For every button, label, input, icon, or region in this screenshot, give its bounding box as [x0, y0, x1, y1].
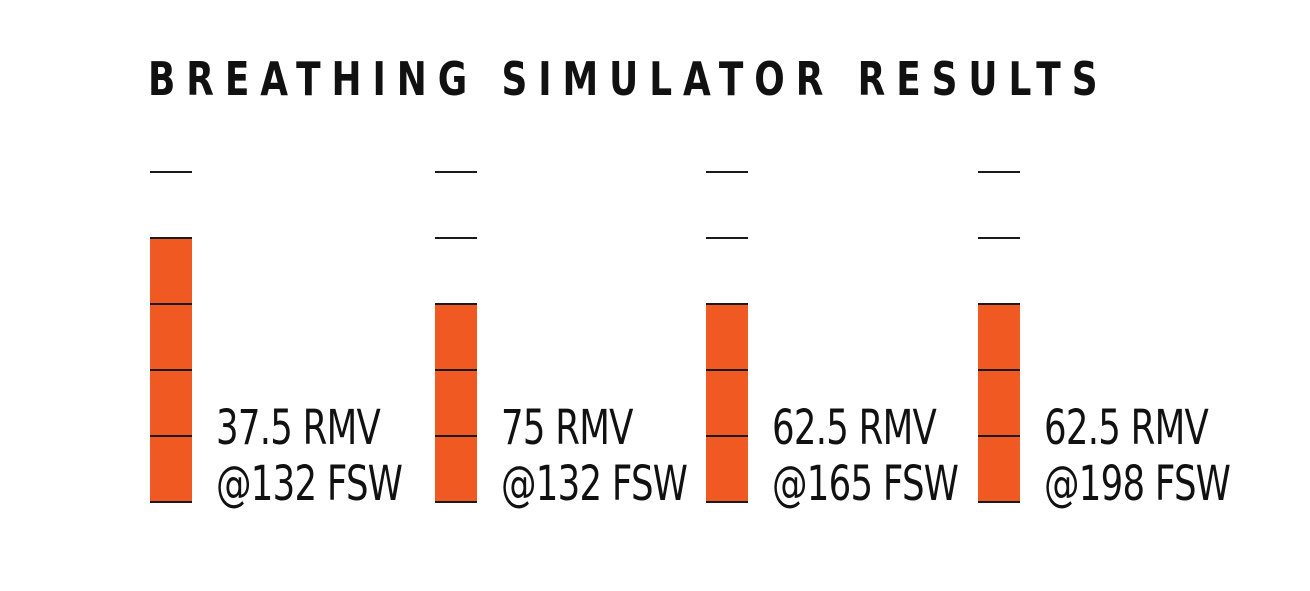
bar-segment: [978, 304, 1020, 370]
bar-segment: [150, 436, 192, 502]
bar-segment: [435, 436, 477, 502]
bar-segment: [706, 304, 748, 370]
bar-segment: [435, 304, 477, 370]
bar-label-rmv: 62.5 RMV: [1044, 400, 1209, 456]
bar-label-rmv: 75 RMV: [501, 400, 633, 456]
bar-label-depth: @198 FSW: [1044, 456, 1230, 512]
chart-title: BREATHING SIMULATOR RESULTS: [148, 52, 1109, 106]
bar-segment: [150, 370, 192, 436]
bar-segment: [150, 238, 192, 304]
bar-label-depth: @165 FSW: [772, 456, 958, 512]
bar-label-depth: @132 FSW: [216, 456, 402, 512]
bar-label-depth: @132 FSW: [501, 456, 687, 512]
bar-label-rmv: 62.5 RMV: [772, 400, 937, 456]
bar-segment: [435, 370, 477, 436]
bar-group: 37.5 RMV@132 FSW: [150, 171, 403, 512]
bar-group: 62.5 RMV@198 FSW: [978, 171, 1231, 512]
bar-segment: [706, 436, 748, 502]
bar-segment: [978, 436, 1020, 502]
bar-label-rmv: 37.5 RMV: [216, 400, 381, 456]
bar-segment: [706, 370, 748, 436]
bar-group: 62.5 RMV@165 FSW: [706, 171, 959, 512]
bar-segment: [150, 304, 192, 370]
bar-group: 75 RMV@132 FSW: [435, 171, 688, 512]
bar-segment: [978, 370, 1020, 436]
